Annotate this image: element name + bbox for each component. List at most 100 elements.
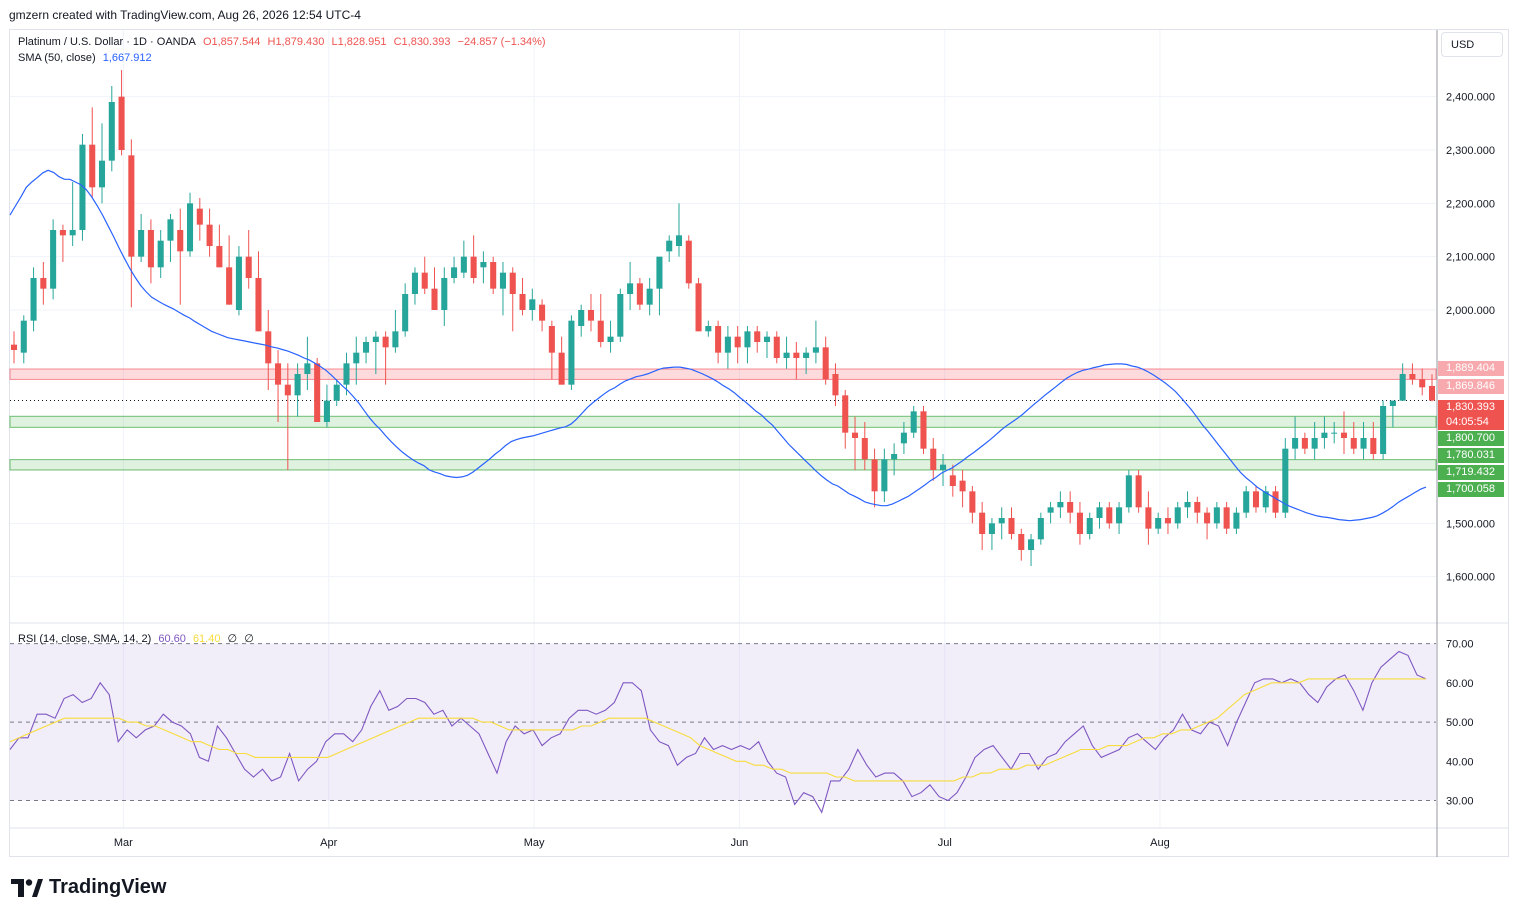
candle: [226, 235, 233, 305]
time-axis: Mar Apr May Jun Jul Aug: [114, 837, 1170, 849]
candle-body: [69, 230, 76, 236]
candle-body: [1213, 507, 1220, 524]
candle: [773, 331, 780, 364]
candle: [1301, 432, 1308, 454]
rsi-label[interactable]: RSI (14, close, SMA, 14, 2): [18, 633, 152, 645]
symbol-label[interactable]: Platinum / U.S. Dollar · 1D · OANDA: [18, 36, 196, 48]
candle: [627, 262, 634, 310]
price-tick-label: 1,500.000: [1446, 518, 1495, 530]
candle-body: [1008, 518, 1015, 534]
last-price-tag: 1,830.393: [1438, 400, 1504, 415]
candle-body: [1155, 518, 1162, 529]
candle: [441, 267, 448, 326]
candle-body: [304, 363, 311, 374]
candle: [1076, 502, 1083, 545]
candle-body: [1409, 374, 1416, 380]
price-tick-label: 1,600.000: [1446, 572, 1495, 584]
candle: [460, 240, 467, 278]
candle-body: [861, 438, 868, 460]
candle: [548, 320, 555, 380]
candle-body: [617, 294, 624, 337]
time-tick-label: Mar: [114, 837, 133, 849]
candle: [959, 470, 966, 508]
rsi-tick-label: 30.00: [1446, 796, 1474, 808]
candle: [1106, 502, 1113, 529]
support-3-tag: 1,719.432: [1438, 465, 1504, 480]
support-zone: [9, 415, 1437, 428]
candle-body: [979, 512, 986, 534]
candle: [646, 278, 653, 316]
candle: [509, 267, 516, 332]
candle-body: [186, 203, 194, 252]
candle-body: [284, 384, 291, 396]
candle: [1428, 374, 1436, 402]
candle: [1389, 400, 1396, 428]
candle-body: [998, 518, 1005, 524]
candle: [1272, 486, 1279, 518]
candle-body: [803, 352, 810, 358]
candle-body: [226, 267, 233, 305]
sma-label[interactable]: SMA (50, close): [18, 52, 96, 64]
grid-lines: [10, 30, 1436, 828]
currency-button[interactable]: USD: [1441, 32, 1503, 57]
candle-body: [1331, 432, 1338, 434]
rsi-sma-line: [9, 678, 1426, 782]
candle: [402, 283, 409, 337]
candle-body: [509, 272, 516, 294]
candle: [675, 203, 683, 257]
candle-body: [451, 267, 458, 278]
candle: [1067, 491, 1074, 524]
candle: [803, 347, 810, 374]
candle-body: [1047, 507, 1054, 513]
candle: [1243, 486, 1250, 518]
candle-body: [988, 523, 995, 534]
candle-body: [959, 480, 966, 492]
candle-body: [343, 363, 350, 385]
candle: [69, 182, 76, 246]
candle-body: [79, 144, 86, 230]
candle: [1145, 491, 1152, 545]
time-tick-label: Aug: [1150, 837, 1170, 849]
candle-body: [441, 278, 448, 310]
candle: [597, 294, 604, 348]
tradingview-logo[interactable]: TradingView: [11, 876, 166, 899]
candle-body: [1340, 432, 1348, 438]
candle-body: [1428, 385, 1436, 401]
candle: [411, 267, 418, 305]
rsi-tick-label: 50.00: [1446, 717, 1474, 729]
candle-body: [1419, 379, 1426, 388]
rsi-line: [9, 650, 1427, 814]
candle: [323, 384, 330, 428]
resistance-upper-tag: 1,889.404: [1438, 361, 1504, 376]
candle-body: [89, 144, 96, 188]
candle-body: [1164, 518, 1171, 524]
candle-body: [607, 336, 614, 342]
candle: [783, 336, 790, 369]
candle: [343, 352, 350, 396]
low-value: L1,828.951: [331, 36, 387, 48]
candle: [1057, 491, 1064, 518]
candle-body: [1116, 507, 1123, 524]
candle-body: [40, 278, 47, 289]
candle-body: [940, 464, 947, 470]
candle-body: [900, 432, 907, 444]
candle: [529, 288, 536, 321]
support-4-tag: 1,700.058: [1438, 482, 1504, 497]
candle: [1008, 507, 1015, 540]
candle-body: [402, 294, 409, 332]
candle-body: [1067, 502, 1074, 513]
candle: [930, 438, 937, 481]
candle-body: [1399, 374, 1406, 401]
candle: [568, 315, 575, 390]
candle: [1399, 363, 1406, 401]
candle: [705, 320, 712, 337]
candle-body: [1096, 507, 1103, 518]
candle: [10, 331, 18, 364]
candle: [1037, 512, 1044, 545]
candle: [1252, 486, 1260, 513]
candle-body: [314, 363, 321, 422]
candle-body: [30, 278, 37, 321]
candle-body: [1018, 534, 1025, 550]
candle-body: [10, 344, 18, 350]
